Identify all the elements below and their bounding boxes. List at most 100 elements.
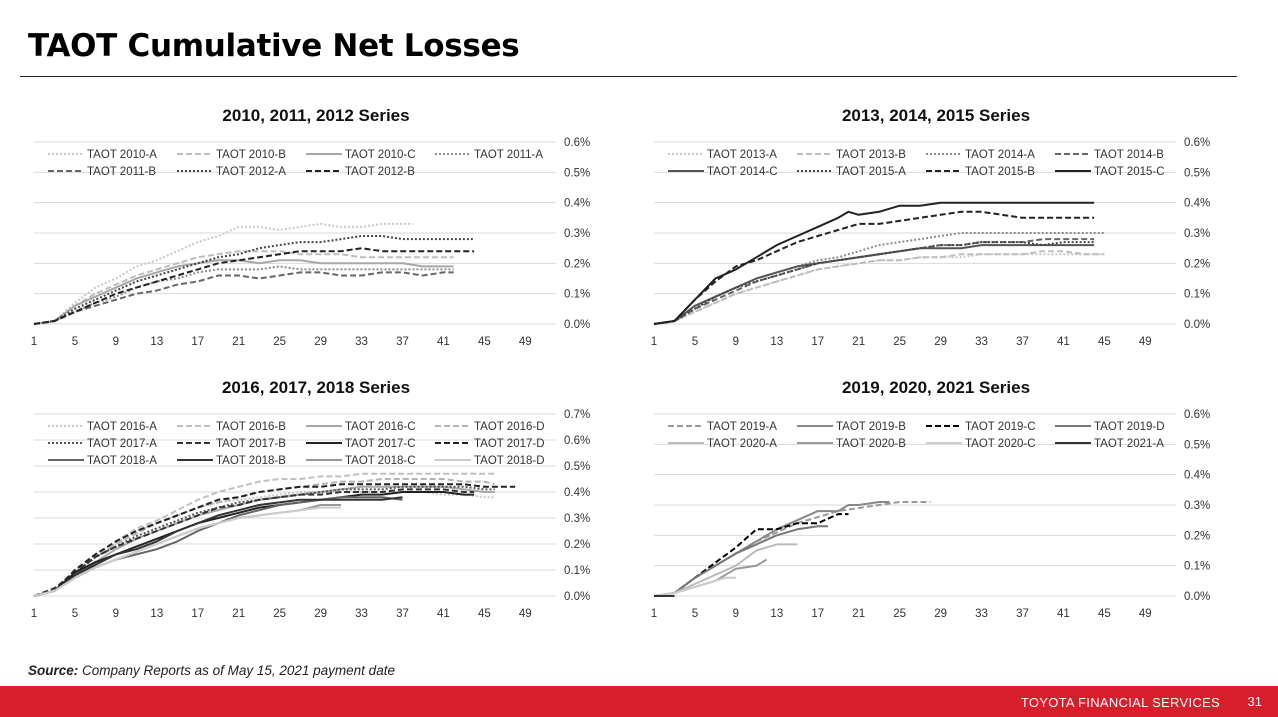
series-line xyxy=(653,201,1095,325)
series-line xyxy=(33,488,475,597)
x-tick-label: 49 xyxy=(1139,608,1152,620)
legend-label: TAOT 2018-A xyxy=(87,455,157,467)
chart-panel-2019-2021: 2019, 2020, 2021 Series 0.0% 0.1% 0.2% 0.3% 0… xyxy=(640,372,1240,628)
x-tick-label: 1 xyxy=(651,608,657,620)
legend-label: TAOT 2017-A xyxy=(87,438,157,450)
chart-svg-2016-2018: 2016, 2017, 2018 Series 0.0% 0.1% 0.2% 0.3% 0… xyxy=(31,378,590,620)
y-tick-label: 0.5% xyxy=(564,167,590,179)
chart-svg-2010-2012: 2010, 2011, 2012 Series 0.0% 0.1% 0.2% 0.3% 0… xyxy=(31,106,590,348)
series-line xyxy=(653,250,1105,325)
legend-label: TAOT 2018-C xyxy=(345,455,416,467)
y-tick-label: 0.2% xyxy=(1184,258,1210,270)
x-tick-label: 45 xyxy=(1098,336,1111,348)
legend-label: TAOT 2017-B xyxy=(216,438,286,450)
y-tick-label: 0.0% xyxy=(1184,591,1210,603)
series-line xyxy=(653,244,1095,325)
legend-label: TAOT 2020-C xyxy=(965,438,1036,450)
series-line xyxy=(33,483,516,597)
x-tick-label: 13 xyxy=(150,608,163,620)
legend-label: TAOT 2016-C xyxy=(345,421,416,433)
chart-svg-2019-2021: 2019, 2020, 2021 Series 0.0% 0.1% 0.2% 0.3% 0… xyxy=(651,378,1210,620)
chart-title: 2019, 2020, 2021 Series xyxy=(842,378,1030,397)
y-tick-label: 0.6% xyxy=(564,435,590,447)
y-tick-label: 0.4% xyxy=(1184,198,1210,210)
y-tick-label: 0.4% xyxy=(564,487,590,499)
x-tick-label: 13 xyxy=(150,336,163,348)
chart-panel-2010-2012: 2010, 2011, 2012 Series 0.0% 0.1% 0.2% 0.3% 0… xyxy=(20,100,620,356)
series-line xyxy=(653,253,1105,325)
series-line xyxy=(33,271,454,325)
y-tick-label: 0.1% xyxy=(1184,561,1210,573)
x-tick-label: 41 xyxy=(1057,608,1070,620)
x-tick-label: 29 xyxy=(934,336,947,348)
x-tick-label: 41 xyxy=(437,608,450,620)
source-label: Source: xyxy=(28,663,79,678)
x-tick-label: 33 xyxy=(975,336,988,348)
legend-label: TAOT 2016-B xyxy=(216,421,286,433)
series-line xyxy=(33,250,454,325)
legend-label: TAOT 2014-C xyxy=(707,166,778,178)
legend-label: TAOT 2011-A xyxy=(474,149,543,161)
series-line xyxy=(33,472,495,597)
legend-label: TAOT 2020-A xyxy=(707,438,777,450)
x-tick-label: 33 xyxy=(975,608,988,620)
legend-label: TAOT 2010-A xyxy=(87,149,157,161)
x-tick-label: 1 xyxy=(31,336,37,348)
series-line xyxy=(33,247,475,325)
x-tick-label: 33 xyxy=(355,336,368,348)
chart-panel-2016-2018: 2016, 2017, 2018 Series 0.0% 0.1% 0.2% 0.3% 0… xyxy=(20,372,620,628)
y-tick-label: 0.3% xyxy=(1184,228,1210,240)
legend-label: TAOT 2019-A xyxy=(707,421,777,433)
x-tick-label: 9 xyxy=(733,608,739,620)
legend-label: TAOT 2010-C xyxy=(345,149,416,161)
page-number: 31 xyxy=(1247,694,1262,709)
x-tick-label: 37 xyxy=(396,336,409,348)
y-tick-label: 0.3% xyxy=(564,513,590,525)
x-tick-label: 41 xyxy=(437,336,450,348)
x-tick-label: 45 xyxy=(478,608,491,620)
title-divider xyxy=(20,76,1237,77)
source-text: Company Reports as of May 15, 2021 payme… xyxy=(82,663,395,678)
footer-bar: TOYOTA FINANCIAL SERVICES 31 xyxy=(0,686,1278,717)
y-tick-label: 0.1% xyxy=(1184,289,1210,301)
x-tick-label: 45 xyxy=(1098,608,1111,620)
x-tick-label: 17 xyxy=(191,336,204,348)
chart-title: 2016, 2017, 2018 Series xyxy=(222,378,410,397)
series-line xyxy=(33,222,413,325)
series-line xyxy=(653,576,736,597)
series-line xyxy=(653,232,1105,325)
y-tick-label: 0.3% xyxy=(1184,500,1210,512)
x-tick-label: 37 xyxy=(396,608,409,620)
x-tick-label: 17 xyxy=(191,608,204,620)
x-tick-label: 29 xyxy=(314,336,327,348)
chart-svg-2013-2015: 2013, 2014, 2015 Series 0.0% 0.1% 0.2% 0.3% 0… xyxy=(651,106,1210,348)
y-tick-label: 0.6% xyxy=(1184,137,1210,149)
series-line xyxy=(653,241,1095,325)
x-tick-label: 37 xyxy=(1016,336,1029,348)
footer-brand: TOYOTA FINANCIAL SERVICES xyxy=(1020,695,1220,710)
legend-label: TAOT 2015-A xyxy=(836,166,906,178)
source-note: Source: Company Reports as of May 15, 20… xyxy=(28,663,395,678)
series-line xyxy=(33,491,495,597)
x-tick-label: 5 xyxy=(72,608,78,620)
series-line xyxy=(653,238,1095,325)
legend-label: TAOT 2014-B xyxy=(1094,149,1164,161)
series-line xyxy=(653,501,931,597)
x-tick-label: 45 xyxy=(478,336,491,348)
legend-label: TAOT 2016-D xyxy=(474,421,545,433)
legend-label: TAOT 2019-B xyxy=(836,421,906,433)
legend-label: TAOT 2016-A xyxy=(87,421,157,433)
x-tick-label: 21 xyxy=(232,336,245,348)
y-tick-label: 0.5% xyxy=(1184,167,1210,179)
x-tick-label: 49 xyxy=(519,608,532,620)
series-line xyxy=(33,496,403,597)
legend-label: TAOT 2014-A xyxy=(965,149,1035,161)
x-tick-label: 25 xyxy=(893,336,906,348)
y-tick-label: 0.4% xyxy=(1184,470,1210,482)
y-tick-label: 0.0% xyxy=(564,591,590,603)
legend-label: TAOT 2020-B xyxy=(836,438,906,450)
y-tick-label: 0.6% xyxy=(564,137,590,149)
y-tick-label: 0.6% xyxy=(1184,409,1210,421)
x-tick-label: 13 xyxy=(770,336,783,348)
x-tick-label: 17 xyxy=(811,336,824,348)
